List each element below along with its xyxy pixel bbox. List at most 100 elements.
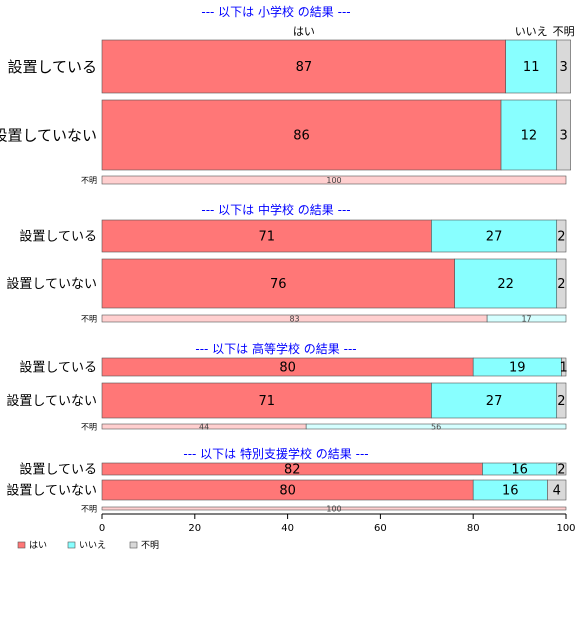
data-label: 4	[553, 484, 561, 499]
data-label: 100	[326, 176, 341, 185]
bar-segment-no	[500, 99, 558, 171]
data-label: 12	[521, 129, 538, 144]
bar-row: 設置していない 86 12 3	[0, 99, 571, 171]
bar-segment-no	[305, 423, 567, 430]
legend-label-no: いいえ	[79, 540, 106, 551]
bar-segment-unknown	[556, 258, 567, 309]
data-label: 44	[199, 422, 209, 431]
panel-3: --- 以下は 高等学校 の結果 --- 設置している 80 19 1 設置していない 71…	[6, 341, 567, 431]
data-label: 80	[279, 484, 296, 499]
bar-segment-unknown	[561, 357, 567, 377]
panel-title: --- 以下は 中学校 の結果 ---	[201, 202, 350, 217]
bar-segment-yes	[101, 175, 567, 185]
x-tick-label: 100	[556, 523, 575, 534]
row-label: 設置している	[19, 229, 97, 245]
data-label: 11	[523, 60, 540, 75]
row-label: 不明	[81, 176, 97, 185]
data-label: 76	[270, 277, 287, 292]
bar-segment-yes	[101, 219, 432, 253]
header-label-unknown: 不明	[553, 25, 575, 38]
row-label: 不明	[81, 422, 97, 431]
x-tick-label: 0	[99, 523, 105, 534]
data-label: 2	[557, 277, 565, 292]
bar-row: 不明 83 17	[81, 314, 567, 323]
bar-row: 設置していない 80 16 4	[6, 479, 567, 501]
legend-label-yes: はい	[29, 540, 47, 551]
data-label: 3	[560, 129, 568, 144]
bar-row: 設置している 87 11 3	[7, 39, 571, 94]
bar-segment-yes	[101, 39, 506, 94]
data-label: 87	[296, 60, 313, 75]
data-label: 22	[497, 277, 514, 292]
bar-row: 設置している 71 27 2	[19, 219, 567, 253]
bar-segment-yes	[101, 99, 502, 171]
data-label: 83	[289, 314, 299, 323]
bar-segment-unknown	[556, 39, 571, 94]
panel-title: --- 以下は 特別支援学校 の結果 ---	[183, 446, 368, 461]
bar-row: 設置している 82 16 2	[19, 462, 567, 478]
bar-segment-yes	[101, 506, 567, 511]
x-tick-label: 80	[467, 523, 480, 534]
bar-segment-unknown	[547, 479, 567, 501]
data-label: 3	[560, 60, 568, 75]
row-label: 設置している	[19, 462, 97, 478]
data-label: 80	[279, 361, 296, 376]
row-label: 設置していない	[6, 483, 97, 499]
legend: はい いいえ 不明	[17, 540, 159, 551]
data-label: 71	[258, 394, 275, 409]
panel-title: --- 以下は 高等学校 の結果 ---	[195, 341, 356, 356]
legend-swatch-no	[67, 541, 76, 549]
bar-row: 不明 100	[81, 175, 567, 185]
row-label: 設置している	[7, 58, 97, 76]
data-label: 27	[486, 394, 503, 409]
row-label: 設置している	[19, 360, 97, 376]
x-tick-label: 40	[281, 523, 294, 534]
row-label: 設置していない	[6, 393, 97, 409]
row-label: 設置していない	[6, 276, 97, 292]
bar-row: 設置していない 71 27 2	[6, 382, 567, 419]
data-label: 16	[502, 484, 519, 499]
bar-segment-no	[431, 382, 558, 419]
panel-title: --- 以下は 小学校 の結果 ---	[201, 4, 350, 19]
panel-2: --- 以下は 中学校 の結果 --- 設置している 71 27 2 設置していない 76 2…	[6, 202, 567, 323]
data-label: 71	[258, 230, 275, 245]
data-label: 1	[560, 361, 568, 376]
data-label: 86	[293, 129, 310, 144]
x-tick-label: 60	[374, 523, 387, 534]
bar-segment-unknown	[556, 382, 567, 419]
data-label: 56	[431, 422, 441, 431]
bar-segment-no	[431, 219, 558, 253]
data-label: 2	[557, 463, 565, 478]
row-label: 設置していない	[0, 126, 97, 144]
bar-segment-no	[486, 314, 567, 323]
legend-swatch-unknown	[129, 541, 138, 549]
bar-segment-unknown	[556, 99, 571, 171]
bar-row: 設置している 80 19 1	[19, 357, 568, 377]
data-label: 17	[521, 314, 531, 323]
data-label: 27	[486, 230, 503, 245]
data-label: 16	[511, 463, 528, 478]
data-label: 100	[326, 504, 341, 513]
header-label-no: いいえ	[515, 25, 548, 38]
legend-swatch-yes	[17, 541, 26, 549]
row-label: 不明	[81, 504, 97, 513]
header-label-yes: はい	[293, 25, 315, 38]
panel-4: --- 以下は 特別支援学校 の結果 ---設置している 82 16 2設置していない…	[6, 446, 567, 513]
bar-segment-unknown	[556, 462, 567, 476]
row-label: 不明	[81, 314, 97, 323]
x-tick-label: 20	[188, 523, 201, 534]
bar-segment-no	[454, 258, 558, 309]
bar-row: 不明 44 56	[81, 422, 567, 431]
bar-segment-unknown	[556, 219, 567, 253]
data-label: 2	[557, 230, 565, 245]
bar-row: 不明 100	[81, 504, 567, 513]
x-axis: 0 20 40 60 80 100	[99, 513, 576, 534]
legend-label-unknown: 不明	[141, 540, 159, 551]
bar-row: 設置していない 76 22 2	[6, 258, 567, 309]
data-label: 2	[557, 394, 565, 409]
data-label: 82	[284, 463, 301, 478]
bar-segment-no	[505, 39, 558, 94]
